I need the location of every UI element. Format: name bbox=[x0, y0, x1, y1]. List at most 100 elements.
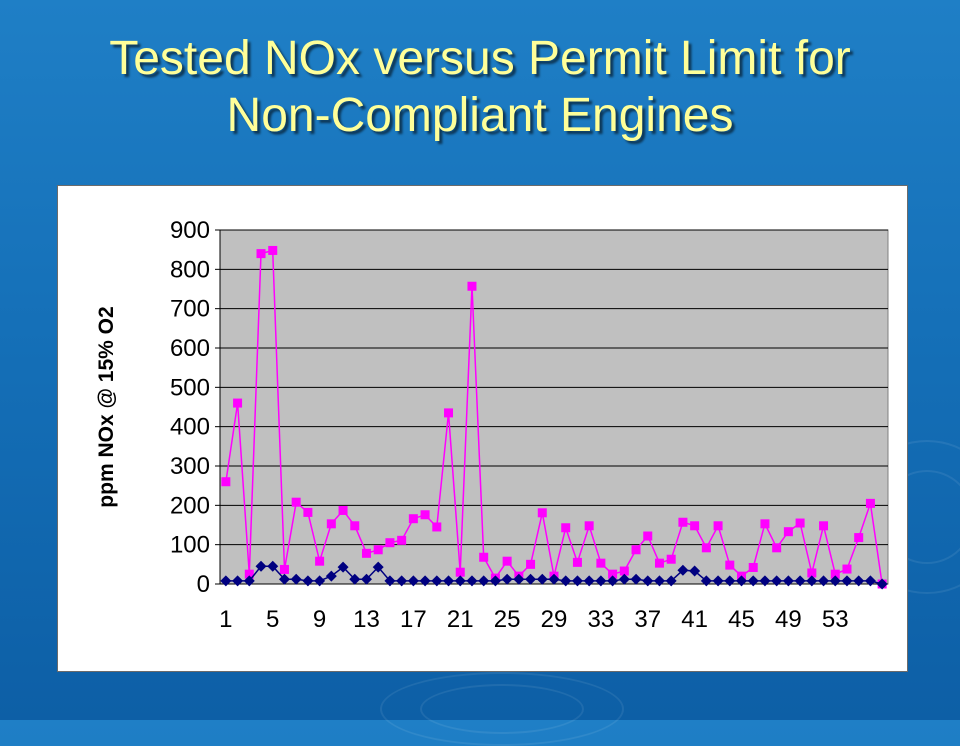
data-point bbox=[666, 554, 676, 564]
data-point bbox=[643, 531, 653, 541]
data-point bbox=[290, 573, 302, 585]
data-point bbox=[642, 575, 654, 587]
data-point bbox=[408, 514, 418, 524]
x-tick-label: 13 bbox=[353, 606, 380, 633]
data-point bbox=[782, 575, 794, 587]
data-point bbox=[397, 535, 407, 545]
data-point bbox=[795, 518, 805, 528]
x-tick-label: 37 bbox=[634, 606, 661, 633]
slide-title-line1: Tested NOx versus Permit Limit for bbox=[109, 32, 851, 85]
y-tick-labels: 0 100 200 300 400 500 600 700 800 900 bbox=[170, 217, 210, 598]
data-point bbox=[830, 569, 840, 579]
data-point bbox=[853, 575, 865, 587]
data-point bbox=[232, 575, 244, 587]
data-point bbox=[373, 545, 383, 555]
data-series bbox=[220, 245, 888, 590]
data-point bbox=[325, 570, 337, 582]
data-point bbox=[278, 573, 290, 585]
y-tick-label: 0 bbox=[197, 571, 210, 598]
data-point bbox=[267, 560, 279, 572]
data-point bbox=[349, 573, 361, 585]
data-point bbox=[444, 408, 454, 418]
data-point bbox=[583, 575, 595, 587]
x-tick-label: 53 bbox=[822, 606, 849, 633]
data-point bbox=[255, 560, 267, 572]
nox-line-chart: 0 100 200 300 400 500 600 700 800 900 1 5 9 13 17 21 25… bbox=[95, 217, 889, 633]
data-point bbox=[772, 543, 782, 553]
y-tick-label: 100 bbox=[170, 532, 210, 559]
data-point bbox=[479, 552, 489, 562]
data-point bbox=[502, 556, 512, 566]
data-point bbox=[865, 498, 875, 508]
data-point bbox=[596, 558, 606, 568]
chart-frame: 0 100 200 300 400 500 600 700 800 900 1 5 9 13 17 21 25… bbox=[57, 185, 908, 672]
data-point bbox=[631, 545, 641, 555]
data-point bbox=[537, 508, 547, 518]
x-tick-label: 41 bbox=[681, 606, 708, 633]
data-point bbox=[501, 573, 513, 585]
data-point bbox=[618, 573, 630, 585]
data-point bbox=[619, 566, 629, 576]
x-tick-label: 45 bbox=[728, 606, 755, 633]
data-point bbox=[690, 521, 700, 531]
x-tick-label: 33 bbox=[588, 606, 615, 633]
data-point bbox=[712, 575, 724, 587]
data-point bbox=[678, 517, 688, 527]
data-point bbox=[747, 575, 759, 587]
data-point bbox=[314, 575, 326, 587]
data-point bbox=[243, 575, 255, 587]
data-point bbox=[338, 505, 348, 515]
x-tick-labels: 1 5 9 13 17 21 25 29 33 37 41 45 49 53 bbox=[219, 606, 848, 633]
data-point bbox=[560, 575, 572, 587]
y-tick-label: 800 bbox=[170, 256, 210, 283]
data-point bbox=[361, 548, 371, 558]
data-point bbox=[571, 575, 583, 587]
data-point bbox=[653, 575, 665, 587]
data-point bbox=[396, 575, 408, 587]
data-point bbox=[760, 519, 770, 529]
data-point bbox=[876, 578, 888, 590]
data-point bbox=[842, 564, 852, 574]
data-point bbox=[419, 575, 431, 587]
y-axis-label: ppm NOx @ 15% O2 bbox=[95, 306, 118, 507]
data-point bbox=[572, 557, 582, 567]
data-point bbox=[315, 556, 325, 566]
data-point bbox=[689, 565, 701, 577]
data-point bbox=[513, 573, 525, 585]
data-point bbox=[221, 477, 231, 487]
data-point bbox=[548, 573, 560, 585]
data-point bbox=[818, 575, 830, 587]
x-tick-label: 1 bbox=[219, 606, 232, 633]
data-point bbox=[561, 523, 571, 533]
data-point bbox=[841, 575, 853, 587]
slide-title-line2: Non-Compliant Engines bbox=[226, 89, 734, 142]
data-point bbox=[736, 575, 748, 587]
x-tick-label: 17 bbox=[400, 606, 427, 633]
data-point bbox=[432, 522, 442, 532]
data-point bbox=[302, 575, 314, 587]
x-tick-label: 5 bbox=[266, 606, 279, 633]
data-point bbox=[630, 573, 642, 585]
data-point bbox=[607, 575, 619, 587]
data-point bbox=[724, 575, 736, 587]
x-tick-label: 49 bbox=[775, 606, 802, 633]
x-tick-label: 29 bbox=[541, 606, 568, 633]
data-point bbox=[536, 573, 548, 585]
data-point bbox=[220, 575, 232, 587]
y-tick-label: 900 bbox=[170, 217, 210, 244]
data-point bbox=[665, 575, 677, 587]
y-tick-label: 600 bbox=[170, 335, 210, 362]
data-point bbox=[759, 575, 771, 587]
data-point bbox=[455, 567, 465, 577]
x-tick-label: 21 bbox=[447, 606, 474, 633]
data-point bbox=[443, 575, 455, 587]
data-point bbox=[713, 521, 723, 531]
data-point bbox=[806, 575, 818, 587]
data-point bbox=[360, 573, 372, 585]
data-point bbox=[701, 543, 711, 553]
data-point bbox=[384, 575, 396, 587]
data-point bbox=[854, 533, 864, 543]
data-point bbox=[819, 521, 829, 531]
x-tick-label: 9 bbox=[313, 606, 326, 633]
data-point bbox=[700, 575, 712, 587]
